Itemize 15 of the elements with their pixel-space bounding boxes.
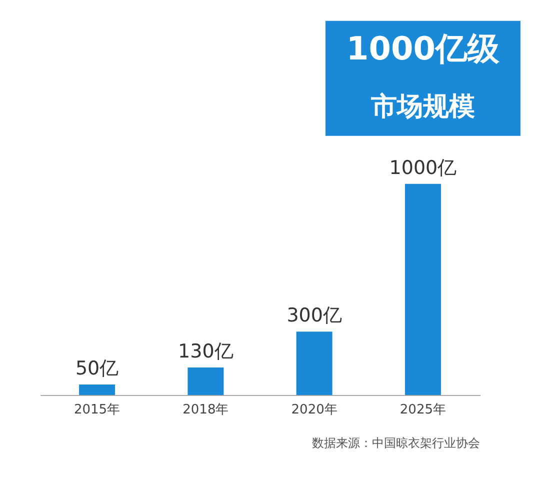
x-tick-label: 2020年 <box>291 402 338 418</box>
text: 市场规模 <box>370 92 475 122</box>
x-tick-label: 2025年 <box>400 402 446 418</box>
bar <box>296 332 332 395</box>
x-tick-label: 2018年 <box>182 402 229 418</box>
source-note: 数据来源：中国晾衣架行业协会 <box>312 436 480 450</box>
bar <box>404 184 441 395</box>
bar <box>188 368 224 395</box>
data-label: 50亿 <box>75 357 119 380</box>
bar <box>79 384 116 395</box>
data-label: 130亿 <box>178 340 234 363</box>
data-label: 1000亿 <box>389 156 457 179</box>
x-tick-label: 2015年 <box>74 402 120 418</box>
text: 1000亿级 <box>346 30 500 68</box>
data-label: 300亿 <box>286 304 342 327</box>
